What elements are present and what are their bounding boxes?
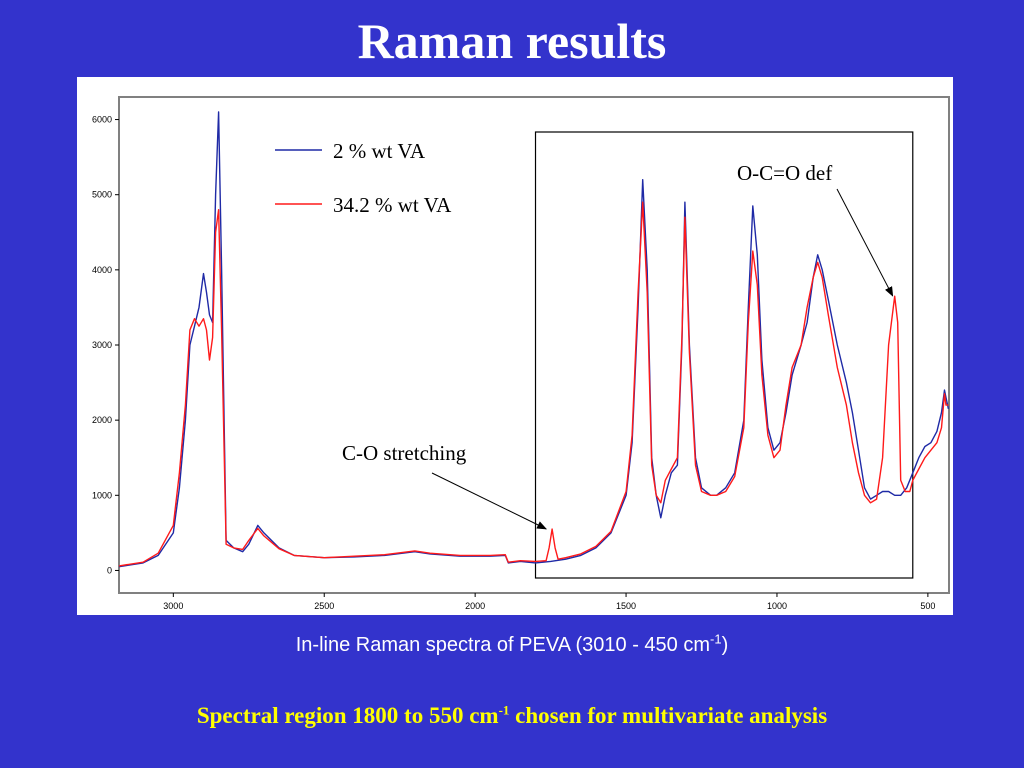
conclusion-end: chosen for multivariate analysis: [509, 703, 828, 728]
x-tick-label: 1500: [616, 601, 636, 611]
caption-end: ): [721, 634, 729, 656]
annotation-label: O-C=O def: [737, 161, 832, 185]
conclusion-text: Spectral region 1800 to 550 cm-1 chosen …: [0, 703, 1024, 729]
slide-title: Raman results: [357, 13, 667, 69]
x-tick-label: 2500: [314, 601, 334, 611]
caption-text: In-line Raman spectra of PEVA (3010 - 45…: [295, 634, 711, 656]
caption-superscript: -1: [710, 631, 722, 647]
y-tick-label: 6000: [92, 115, 112, 125]
conclusion-superscript: -1: [498, 702, 510, 718]
analysis-region-box: [534, 131, 914, 579]
y-tick-label: 5000: [92, 190, 112, 200]
annotation-label: C-O stretching: [342, 441, 467, 465]
legend-label: 2 % wt VA: [333, 139, 426, 163]
y-tick-label: 3000: [92, 340, 112, 350]
series-line-34pct: [118, 201, 949, 567]
legend-label: 34.2 % wt VA: [333, 193, 452, 217]
y-tick-label: 0: [107, 565, 112, 575]
figure-caption: In-line Raman spectra of PEVA (3010 - 45…: [0, 631, 1024, 657]
x-tick-label: 3000: [163, 601, 183, 611]
y-tick-label: 2000: [92, 415, 112, 425]
annotation-arrow: [836, 188, 894, 297]
chart-panel: 0 1000 2000 3000 4000 5000 6000 3000 2500 2000 150…: [77, 77, 953, 615]
x-tick-label: 500: [920, 601, 935, 611]
x-tick-label: 2000: [465, 601, 485, 611]
conclusion-main: Spectral region 1800 to 550 cm: [196, 703, 499, 728]
y-tick-label: 4000: [92, 265, 112, 275]
x-tick-label: 1000: [767, 601, 787, 611]
annotation-arrow: [431, 472, 548, 530]
raman-spectra-chart: 0 1000 2000 3000 4000 5000 6000 3000 2500 2000 150…: [92, 96, 950, 611]
y-tick-label: 1000: [92, 490, 112, 500]
